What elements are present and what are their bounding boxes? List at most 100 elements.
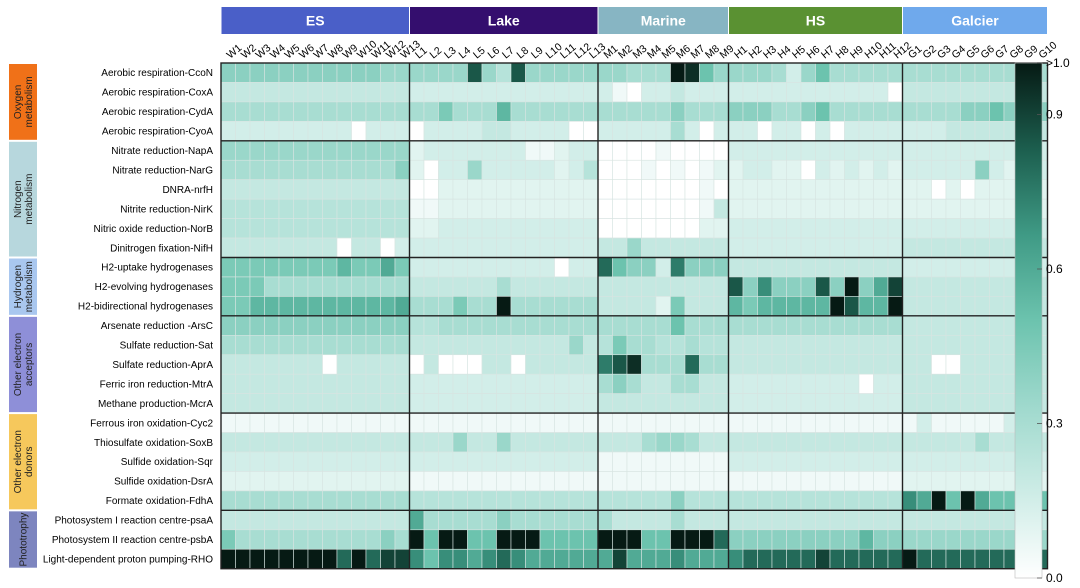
heatmap-cell [931,510,947,531]
heatmap-cell [815,140,831,161]
heatmap-cell [293,471,309,492]
heatmap-cell [278,101,294,122]
heatmap-cell [452,510,468,531]
heatmap-cell [916,510,932,531]
heatmap-cell [293,412,309,433]
heatmap-cell [844,548,860,570]
heatmap-cell [583,451,599,472]
heatmap-cell [481,548,497,570]
heatmap-cell [322,315,338,336]
heatmap-cell [800,510,816,531]
heatmap-cell [568,490,584,511]
heatmap-cell [264,432,280,453]
heatmap-cell [815,412,831,433]
heatmap-cell [916,62,932,83]
heatmap-cell [945,121,961,142]
heatmap-cell [452,276,468,297]
heatmap-cell [496,276,512,297]
heatmap-cell [974,510,990,531]
heatmap-cell [452,140,468,161]
heatmap-cell [655,529,671,550]
heatmap-cell [873,82,889,103]
heatmap-cell [351,257,367,278]
heatmap-cell [655,334,671,356]
heatmap-cell [873,432,889,453]
heatmap-cell [249,121,265,142]
heatmap-cell [380,451,396,472]
heatmap-cell [945,548,961,570]
heatmap-cell [278,393,294,414]
heatmap-cell [235,393,251,414]
heatmap-cell [583,432,599,453]
heatmap-cell [626,315,642,336]
heatmap-cell [510,471,526,492]
heatmap-cell [902,218,918,239]
heatmap-cell [684,393,700,414]
heatmap-cell [365,82,381,103]
heatmap-cell [945,159,961,181]
heatmap-cell [481,198,497,219]
heatmap-cell [336,354,352,375]
heatmap-cell [568,548,584,570]
heatmap-cell [438,334,454,356]
heatmap-cell [336,82,352,103]
category-label: metabolism [24,76,35,127]
row-labels: Aerobic respiration-CcoN Aerobic respirat… [43,68,214,565]
heatmap-cell [945,257,961,278]
category-box [9,414,37,510]
heatmap-cell [264,315,280,336]
heatmap-cell [829,179,845,200]
heatmap-cell [728,432,744,453]
heatmap-cell [670,510,686,531]
heatmap-cell [409,393,425,414]
row-label-formate-oxidation-fdha: Formate oxidation-FdhA [106,496,214,507]
heatmap-cell [713,354,729,375]
heatmap-cell [641,218,657,239]
heatmap-cell [423,354,439,375]
heatmap-cell [771,471,787,492]
heatmap-cell [641,179,657,200]
heatmap-cell [249,198,265,219]
heatmap-cell [989,548,1005,570]
heatmap-cell [510,315,526,336]
heatmap-cell [728,451,744,472]
heatmap-cell [365,257,381,278]
heatmap-cell [438,529,454,550]
row-label-nitrate-reduction-napa: Nitrate reduction-NapA [111,146,213,157]
heatmap-cell [467,334,483,356]
heatmap-cell [800,432,816,453]
heatmap-cell [742,276,758,297]
heatmap-cell [989,62,1005,83]
heatmap-cell [394,121,410,142]
heatmap-cell [423,198,439,219]
heatmap-cell [380,179,396,200]
heatmap-cell [757,471,773,492]
heatmap-cell [365,373,381,394]
heatmap-cell [336,140,352,161]
heatmap-cell [742,490,758,511]
heatmap-cell [351,529,367,550]
heatmap-cell [873,548,889,570]
heatmap-cell [249,140,265,161]
heatmap-cell [960,198,976,219]
heatmap-cell [902,393,918,414]
heatmap-cell [626,451,642,472]
heatmap-cell [481,393,497,414]
heatmap-cell [757,218,773,239]
heatmap-cell [626,237,642,258]
heatmap-cell [365,218,381,239]
heatmap-cell [365,198,381,219]
heatmap-cell [583,354,599,375]
heatmap-cell [481,101,497,122]
heatmap-cell [380,354,396,375]
heatmap-cell [612,276,628,297]
heatmap-cell [757,62,773,83]
heatmap-cell [554,510,570,531]
heatmap-cell [539,198,555,219]
heatmap-cell [322,82,338,103]
heatmap-cell [699,276,715,297]
heatmap-cell [496,451,512,472]
heatmap-cell [322,432,338,453]
heatmap-cell [699,548,715,570]
heatmap-cell [670,62,686,83]
